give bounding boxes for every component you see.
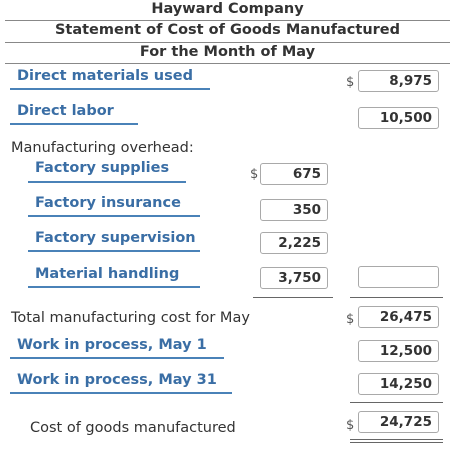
wip-beginning-label[interactable]: Work in process, May 1	[17, 337, 207, 353]
wip-ending-amount[interactable]: 14,250	[358, 373, 439, 395]
subtotal-rule	[350, 297, 443, 298]
statement-period: For the Month of May	[139, 44, 316, 60]
material-handling-amount[interactable]: 3,750	[260, 267, 328, 289]
cogm-amount[interactable]: 24,725	[358, 411, 439, 433]
label-underline	[10, 392, 232, 394]
total-manufacturing-cost-amount[interactable]: 26,475	[358, 306, 439, 328]
factory-supervision-amount[interactable]: 2,225	[260, 232, 328, 254]
dollar-sign: $	[346, 312, 355, 327]
subtotal-rule	[253, 297, 333, 298]
label-underline	[10, 357, 224, 359]
header-divider	[5, 42, 450, 43]
factory-insurance-label[interactable]: Factory insurance	[35, 195, 181, 211]
direct-labor-amount[interactable]: 10,500	[358, 107, 439, 129]
wip-beginning-amount[interactable]: 12,500	[358, 340, 439, 362]
direct-materials-label[interactable]: Direct materials used	[17, 68, 193, 84]
header-divider	[5, 63, 450, 64]
material-handling-label[interactable]: Material handling	[35, 266, 180, 282]
manufacturing-overhead-heading: Manufacturing overhead:	[11, 140, 194, 156]
direct-labor-label[interactable]: Direct labor	[17, 103, 114, 119]
label-underline	[28, 215, 200, 217]
dollar-sign: $	[346, 75, 355, 90]
label-underline	[10, 88, 210, 90]
wip-ending-label[interactable]: Work in process, May 31	[17, 372, 217, 388]
header-divider	[5, 20, 450, 21]
total-manufacturing-cost-label: Total manufacturing cost for May	[11, 310, 250, 326]
label-underline	[10, 123, 138, 125]
double-rule-bottom	[350, 442, 443, 443]
direct-materials-amount[interactable]: 8,975	[358, 70, 439, 92]
cogm-label: Cost of goods manufactured	[30, 420, 236, 436]
dollar-sign: $	[250, 167, 259, 182]
label-underline	[28, 250, 200, 252]
statement-title: Statement of Cost of Goods Manufactured	[54, 22, 401, 38]
factory-supplies-amount[interactable]: 675	[260, 163, 328, 185]
total-overhead-amount[interactable]	[358, 266, 439, 288]
label-underline	[28, 286, 200, 288]
company-name: Hayward Company	[151, 1, 304, 17]
factory-supervision-label[interactable]: Factory supervision	[35, 230, 196, 246]
label-underline	[28, 181, 186, 183]
double-rule-top	[350, 439, 443, 440]
factory-insurance-amount[interactable]: 350	[260, 199, 328, 221]
dollar-sign: $	[346, 418, 355, 433]
factory-supplies-label[interactable]: Factory supplies	[35, 160, 170, 176]
subtotal-rule	[350, 402, 443, 403]
